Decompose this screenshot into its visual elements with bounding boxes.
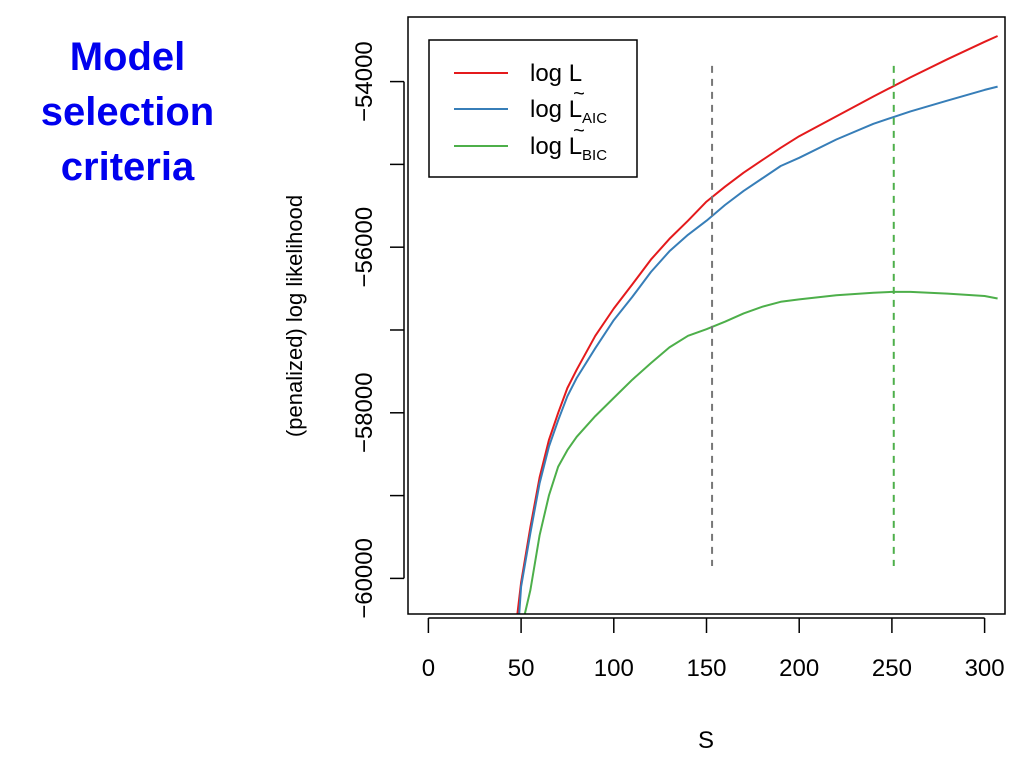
x-axis-label: S <box>698 727 714 754</box>
series-lines <box>516 35 999 615</box>
y-tick-label: −60000 <box>351 538 378 619</box>
x-tick-label: 100 <box>594 655 634 682</box>
slide-title-line-2: selection <box>40 90 215 134</box>
x-tick-label: 250 <box>872 655 912 682</box>
x-tick-label: 300 <box>965 655 1005 682</box>
series-line-2 <box>518 85 998 615</box>
y-tick-label: −56000 <box>351 207 378 288</box>
x-tick-label: 0 <box>422 655 435 682</box>
legend-tilde-3: ~ <box>573 120 585 142</box>
x-tick-label: 150 <box>686 655 726 682</box>
legend-label-1: log L <box>530 60 582 87</box>
y-tick-label: −58000 <box>351 372 378 453</box>
x-tick-label: 50 <box>508 655 535 682</box>
series-line-1 <box>516 35 999 615</box>
slide-title: Model selection criteria <box>10 30 245 195</box>
legend-label-3: log LBIC <box>530 133 607 164</box>
y-tick-label: −54000 <box>351 41 378 122</box>
slide-title-line-1: Model <box>69 35 186 79</box>
series-line-3 <box>523 290 998 615</box>
x-tick-label: 200 <box>779 655 819 682</box>
slide-title-line-3: criteria <box>60 145 195 189</box>
y-axis-label: (penalized) log likelihood <box>282 195 307 437</box>
legend-tilde-2: ~ <box>573 83 585 105</box>
y-axis: −60000 −58000 −56000 −54000 <box>351 41 405 619</box>
legend-label-2: log LAIC <box>530 96 607 127</box>
plot-frame <box>407 16 1006 615</box>
x-axis: 0 50 100 150 200 250 300 <box>422 617 1005 682</box>
reference-lines <box>711 65 895 566</box>
